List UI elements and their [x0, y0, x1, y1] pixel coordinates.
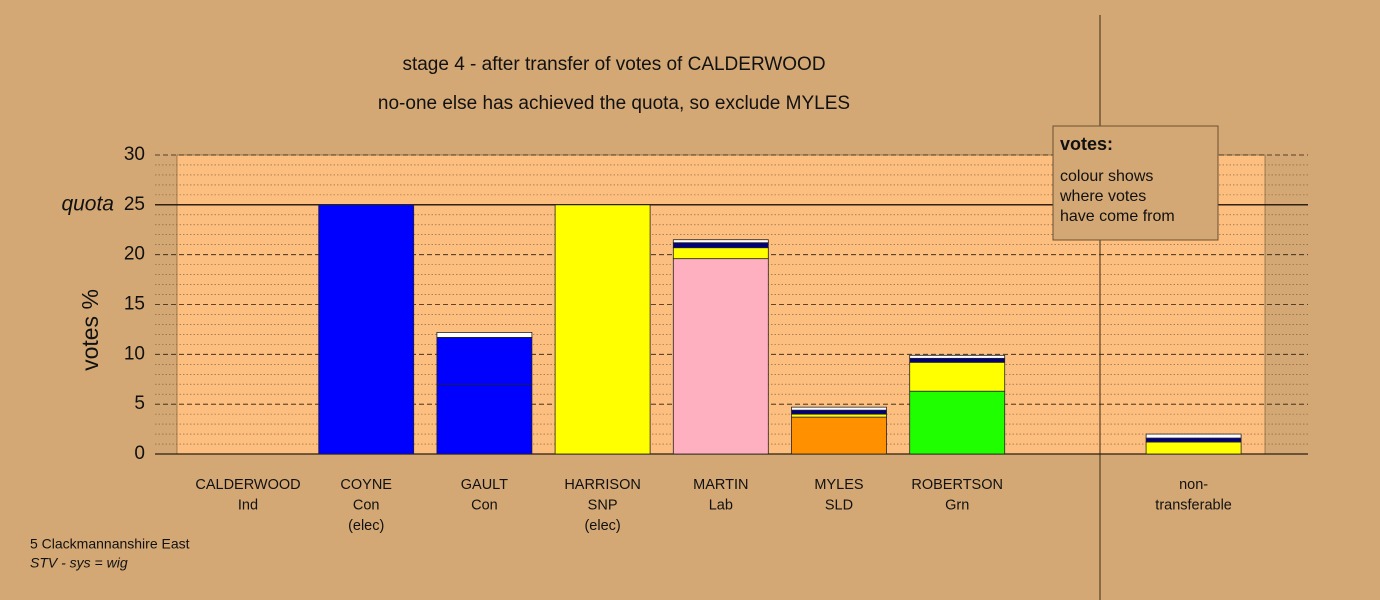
bar-segment [791, 409, 887, 415]
y-tick-label: 30 [124, 144, 145, 165]
bar-segment [1145, 433, 1242, 439]
x-tick-label: GAULT [461, 477, 508, 493]
bar-segment [791, 413, 887, 418]
y-tick-label: 10 [124, 343, 145, 364]
bar-segment [672, 242, 769, 249]
bar-segment [436, 336, 533, 385]
x-tick-label: ROBERTSON [911, 477, 1003, 493]
bar-segment [318, 204, 415, 455]
y-tick-label: 5 [134, 393, 145, 414]
bars [318, 204, 1242, 455]
bar-segment [791, 416, 887, 455]
legend-line: have come from [1060, 208, 1175, 225]
footer: 5 Clackmannanshire East [30, 536, 190, 552]
x-tick-label: HARRISON [564, 477, 641, 493]
chart-subtitle: no-one else has achieved the quota, so e… [378, 93, 850, 114]
bar-segment [1145, 441, 1242, 455]
y-tick-label: 15 [124, 294, 145, 315]
x-tick-label: transferable [1155, 497, 1232, 513]
legend-line: colour shows [1060, 168, 1153, 185]
bar-segment [672, 247, 769, 260]
x-tick-label: (elec) [584, 518, 620, 534]
legend-line: where votes [1059, 188, 1146, 205]
x-tick-label: SLD [825, 497, 853, 513]
bar-segment [909, 390, 1006, 455]
x-tick-label: Lab [709, 497, 733, 513]
x-tick-label: Grn [945, 497, 969, 513]
x-tick-label: non- [1179, 477, 1208, 493]
legend-box [1052, 125, 1219, 241]
footer: STV - sys = wig [30, 555, 128, 571]
y-axis-label: votes % [77, 289, 103, 371]
y-tick-label: 0 [134, 443, 145, 464]
x-tick-label: Ind [238, 497, 258, 513]
bar-segment [672, 258, 769, 455]
quota-label: quota [61, 192, 114, 215]
x-tick-label: MARTIN [693, 477, 748, 493]
x-tick-label: CALDERWOOD [195, 477, 300, 493]
bar-segment [909, 361, 1006, 392]
bar-segment [436, 383, 533, 455]
bar-segment [436, 332, 533, 338]
legend-heading: votes: [1060, 134, 1113, 154]
bar-segment [672, 239, 769, 244]
bar-segment [791, 406, 887, 411]
bar-segment [909, 357, 1006, 363]
chart-title: stage 4 - after transfer of votes of CAL… [402, 54, 825, 75]
x-tick-label: MYLES [814, 477, 863, 493]
x-tick-label: (elec) [348, 518, 384, 534]
x-tick-label: SNP [588, 497, 618, 513]
y-tick-label: 20 [124, 244, 145, 265]
bar-segment [554, 204, 651, 455]
y-tick-label: 25 [124, 194, 145, 215]
bar-segment [1145, 437, 1242, 443]
bar-segment [909, 354, 1006, 359]
x-tick-label: COYNE [340, 477, 392, 493]
x-tick-label: Con [353, 497, 380, 513]
x-tick-label: Con [471, 497, 498, 513]
